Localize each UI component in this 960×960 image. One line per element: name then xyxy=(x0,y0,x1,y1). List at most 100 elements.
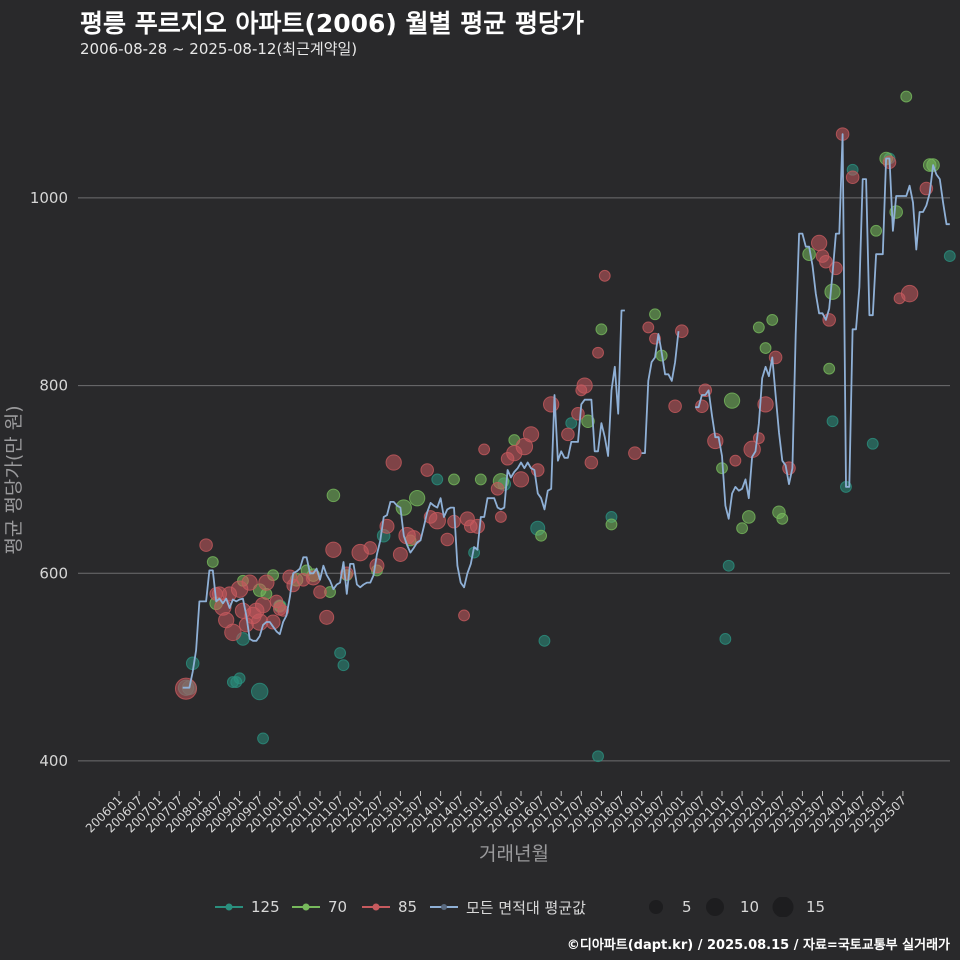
average-line-segment xyxy=(695,133,950,520)
average-line-segment xyxy=(641,331,680,455)
grid-lines xyxy=(78,197,950,762)
point-85 xyxy=(440,532,455,547)
point-85 xyxy=(584,455,599,470)
x-axis-label: 거래년월 xyxy=(479,843,549,865)
point-125 xyxy=(334,647,347,659)
point-70 xyxy=(409,490,426,507)
chart-legend: 125 70 85 모든 면적대 평균값 5 10 15 xyxy=(0,895,960,919)
point-85 xyxy=(642,321,655,334)
point-85 xyxy=(241,574,258,591)
legend-label-average: 모든 면적대 평균값 xyxy=(466,898,586,917)
point-70 xyxy=(900,90,913,103)
point-70 xyxy=(474,473,487,486)
point-70 xyxy=(823,362,836,375)
point-85 xyxy=(576,377,593,394)
point-85 xyxy=(571,406,585,421)
point-85 xyxy=(829,261,843,276)
point-125 xyxy=(233,672,246,685)
point-125 xyxy=(257,732,269,745)
point-125 xyxy=(431,473,444,486)
point-70 xyxy=(824,283,841,300)
point-85 xyxy=(363,541,378,555)
point-125 xyxy=(250,682,269,701)
point-85 xyxy=(369,558,385,574)
legend-size-label-10: 10 xyxy=(740,898,760,916)
point-125 xyxy=(826,415,839,428)
x-tick-labels: 2006012006072007012007072008012008072009… xyxy=(83,791,909,836)
point-70 xyxy=(752,321,765,334)
point-85 xyxy=(628,446,642,460)
point-85 xyxy=(729,454,742,467)
point-70 xyxy=(776,512,789,525)
legend-size-5: 5 xyxy=(646,895,692,919)
chart-subtitle: 2006-08-28 ~ 2025-08-12(최근계약일) xyxy=(80,40,358,58)
point-70 xyxy=(766,313,779,326)
point-70 xyxy=(742,510,756,524)
point-125 xyxy=(943,250,956,263)
point-85 xyxy=(522,426,540,443)
point-85 xyxy=(313,585,327,599)
point-85 xyxy=(512,471,530,488)
legend-size-label-15: 15 xyxy=(806,898,826,916)
average-line-segment xyxy=(182,309,625,689)
point-85 xyxy=(822,313,836,327)
point-85 xyxy=(224,623,242,642)
point-85 xyxy=(325,541,342,558)
point-70 xyxy=(581,414,595,429)
point-70 xyxy=(605,518,618,531)
scatter-points xyxy=(174,90,956,763)
source-caption: ©디아파트(dapt.kr) / 2025.08.15 / 자료=국토교통부 실… xyxy=(566,938,950,953)
average-line xyxy=(182,133,950,689)
point-125 xyxy=(337,659,350,672)
y-tick-labels: 400 600 800 1000 xyxy=(30,189,68,770)
point-70 xyxy=(649,308,661,321)
point-70 xyxy=(723,392,741,409)
point-85 xyxy=(277,604,290,617)
point-70 xyxy=(395,499,412,516)
point-125 xyxy=(866,437,879,450)
point-70 xyxy=(870,224,883,237)
point-85 xyxy=(490,482,505,496)
point-85 xyxy=(199,538,213,552)
point-85 xyxy=(695,399,709,414)
legend-item-average: 모든 면적대 평균값 xyxy=(430,895,586,919)
point-85 xyxy=(819,254,833,269)
point-125 xyxy=(538,634,551,647)
point-85 xyxy=(598,269,611,282)
point-70 xyxy=(206,556,219,568)
point-125 xyxy=(592,750,604,763)
point-70 xyxy=(595,323,608,336)
point-70 xyxy=(759,342,772,354)
legend-label-125: 125 xyxy=(251,898,280,916)
point-70 xyxy=(736,522,749,535)
point-85 xyxy=(561,427,575,442)
point-85 xyxy=(428,511,446,530)
point-70 xyxy=(535,529,548,542)
point-85 xyxy=(757,396,774,413)
point-85 xyxy=(469,518,485,534)
point-85 xyxy=(494,511,507,523)
legend-label-70: 70 xyxy=(328,898,348,916)
point-85 xyxy=(385,454,402,471)
point-85 xyxy=(811,234,828,252)
point-85 xyxy=(900,284,919,303)
point-85 xyxy=(406,530,422,546)
y-tick-label: 800 xyxy=(39,377,68,395)
legend-size-15: 15 xyxy=(770,895,825,919)
point-85 xyxy=(319,609,335,625)
point-85 xyxy=(254,597,272,614)
point-70 xyxy=(326,488,341,503)
y-axis-label: 평균 평당가(만 원) xyxy=(3,405,25,554)
point-85 xyxy=(458,609,470,622)
point-85 xyxy=(592,346,604,359)
point-125 xyxy=(722,559,735,572)
point-85 xyxy=(258,574,275,591)
point-85 xyxy=(543,396,560,413)
point-85 xyxy=(478,443,491,456)
legend-size-10: 10 xyxy=(704,895,759,919)
legend-size-label-5: 5 xyxy=(682,898,692,916)
point-70 xyxy=(448,473,460,486)
legend-item-125: 125 xyxy=(215,895,280,919)
chart-title: 평릉 푸르지오 아파트(2006) 월별 평균 평당가 xyxy=(80,9,584,38)
